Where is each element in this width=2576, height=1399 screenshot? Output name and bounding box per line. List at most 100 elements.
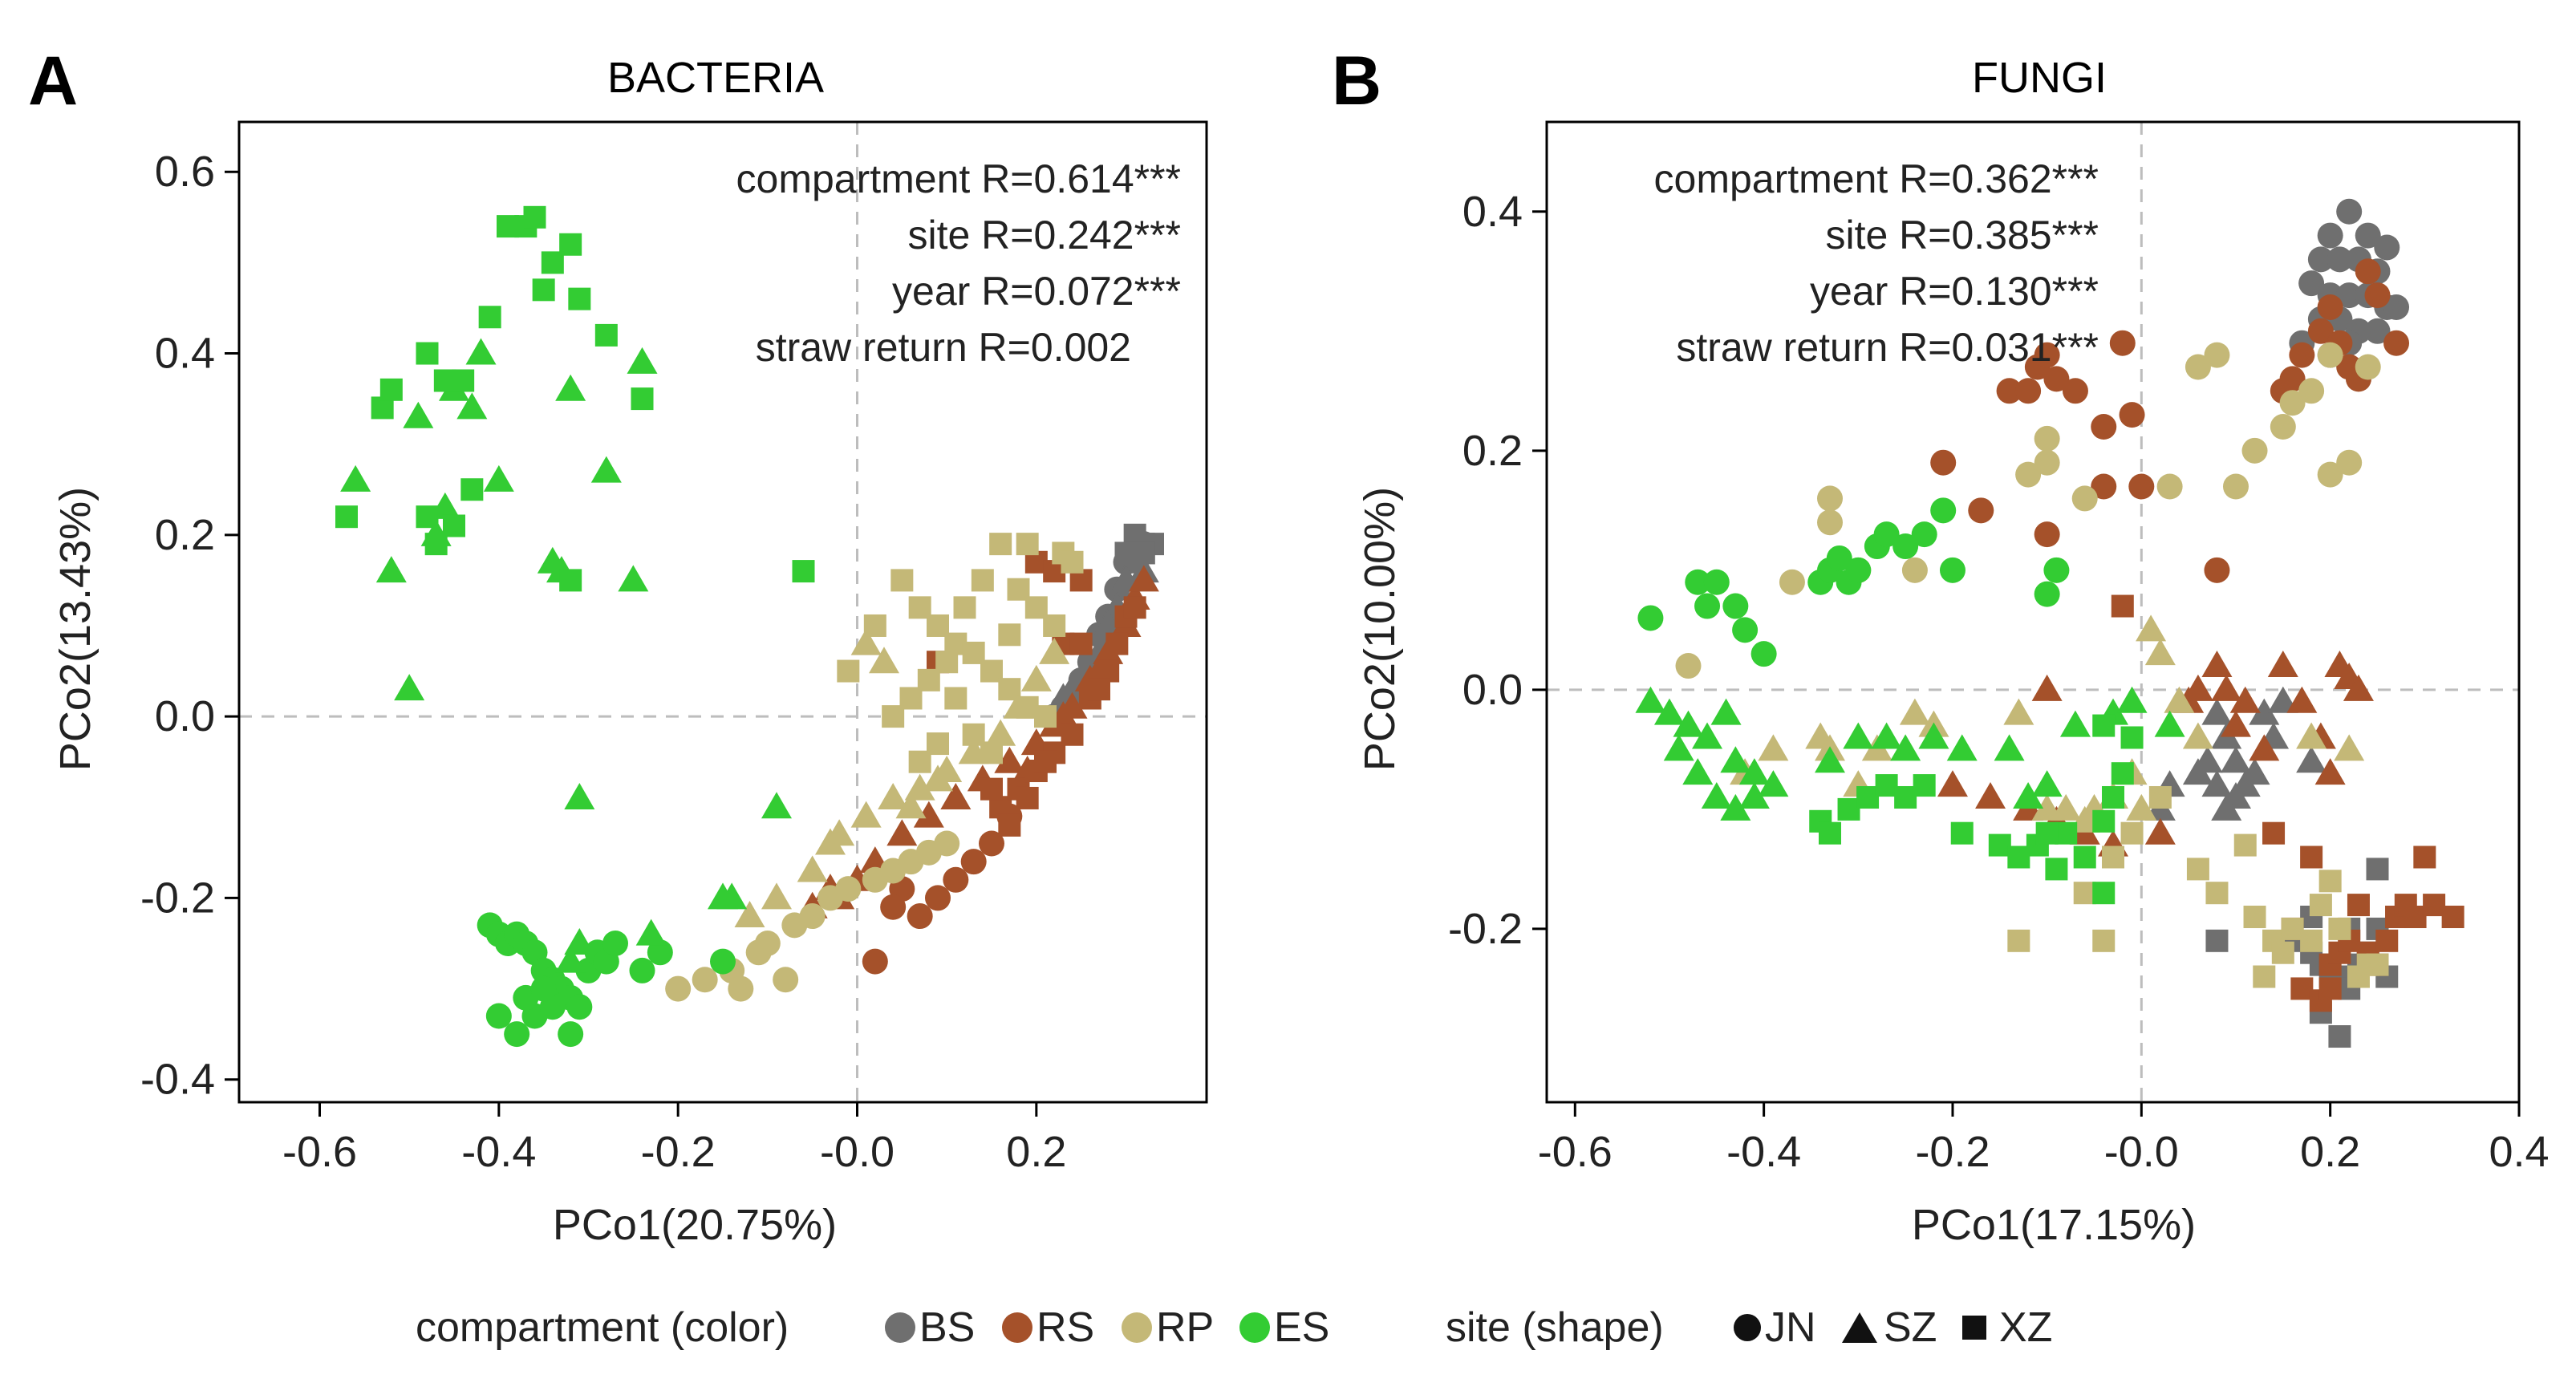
legend-site-title: site (shape): [1446, 1304, 1664, 1351]
data-point: [2055, 821, 2078, 845]
x-tick-label: 0.2: [1006, 1128, 1066, 1176]
data-point: [2148, 785, 2172, 809]
y-tick-label: 0.2: [1462, 427, 1523, 475]
data-point: [1034, 705, 1057, 728]
data-point: [2111, 762, 2134, 785]
data-point: [2281, 917, 2304, 940]
series-es-xz: [335, 205, 815, 592]
data-point: [2205, 929, 2229, 952]
data-point: [1701, 781, 1732, 809]
data-point: [335, 505, 358, 529]
data-point: [913, 801, 944, 828]
series-es-sz: [1635, 686, 2185, 821]
data-point: [460, 478, 484, 501]
data-point: [2007, 845, 2030, 869]
data-point: [1899, 698, 1930, 725]
data-point: [2045, 858, 2068, 881]
data-point: [2289, 342, 2315, 368]
data-point: [1685, 569, 1711, 595]
data-point: [2286, 686, 2318, 713]
data-point: [761, 882, 792, 910]
data-point: [2355, 354, 2381, 380]
data-point: [1937, 770, 1968, 797]
data-point: [631, 387, 654, 411]
bacteria-x-axis-label: PCo1(20.75%): [553, 1201, 837, 1249]
bacteria-axes: -0.6 -0.4 -0.2 -0.0 0.2 -0.4 -0.2 0.0 0.2 0.4 0.6: [140, 148, 1066, 1176]
data-point: [1750, 641, 1777, 667]
data-point: [1875, 774, 1898, 797]
data-point: [2317, 342, 2343, 368]
data-point: [1123, 596, 1146, 619]
x-tick-label: -0.2: [641, 1128, 716, 1176]
x-tick-label: -0.6: [1538, 1128, 1613, 1176]
data-point: [1016, 786, 1039, 809]
data-point: [594, 323, 618, 347]
fungi-plot-area: [1547, 122, 2519, 1102]
bacteria-year-stat: year R=0.072***: [892, 269, 1181, 314]
data-point: [1939, 557, 1965, 583]
data-point: [2220, 746, 2251, 773]
data-point: [2347, 894, 2370, 917]
x-tick-label: -0.6: [282, 1128, 357, 1176]
y-tick-label: -0.2: [140, 874, 215, 922]
data-point: [1043, 614, 1066, 637]
legend-label-bs: BS: [919, 1304, 975, 1351]
data-point: [2229, 686, 2261, 713]
data-point: [568, 287, 591, 310]
bacteria-plot-area: [239, 122, 1207, 1102]
data-point: [989, 533, 1012, 556]
fungi-title: FUNGI: [1972, 54, 2107, 102]
series-es-jn: [477, 912, 736, 1048]
fungi-plot-frame: [1545, 120, 2521, 1104]
data-point: [1016, 533, 1039, 556]
data-point: [2249, 734, 2280, 761]
data-point: [1843, 722, 1874, 749]
bacteria-compartment-stat: compartment R=0.614***: [736, 156, 1181, 201]
data-point: [2300, 845, 2323, 869]
data-point: [1034, 750, 1057, 773]
series-bs-xz: [1114, 523, 1164, 565]
y-tick-label: 0.0: [1462, 666, 1523, 714]
data-point: [1892, 533, 1919, 560]
data-point: [340, 464, 371, 492]
data-point: [2073, 845, 2096, 869]
data-point: [2279, 366, 2306, 392]
data-point: [2092, 714, 2116, 737]
y-tick-label: 0.6: [155, 148, 215, 196]
data-point: [2328, 1025, 2351, 1048]
data-point: [2102, 845, 2125, 869]
data-point: [943, 866, 969, 893]
fungi-straw-return-stat: straw return R=0.031***: [1676, 325, 2099, 370]
data-point: [2102, 785, 2125, 809]
data-point: [1845, 557, 1872, 583]
data-point: [1675, 653, 1702, 679]
data-point: [1779, 569, 1805, 595]
data-point: [555, 374, 586, 401]
data-point: [2375, 929, 2399, 952]
data-point: [2204, 342, 2230, 368]
data-point: [2091, 473, 2117, 500]
data-point: [908, 750, 931, 773]
data-point: [2239, 758, 2270, 785]
data-point: [2003, 698, 2034, 725]
data-point: [2120, 821, 2144, 845]
data-point: [2364, 318, 2391, 344]
data-point: [1901, 557, 1928, 583]
y-tick-label: 0.2: [155, 511, 215, 559]
bacteria-panel: A BACTERIA compartment R=0.614*** site R…: [28, 43, 1208, 1249]
data-point: [379, 378, 403, 401]
data-point: [710, 948, 736, 975]
data-point: [1694, 593, 1721, 619]
data-point: [940, 782, 972, 809]
data-point: [1720, 746, 1751, 773]
data-point: [590, 456, 622, 483]
legend-label-sz: SZ: [1884, 1304, 1937, 1351]
series-rp-xz: [2007, 785, 2389, 988]
data-point: [2111, 594, 2134, 618]
bacteria-title: BACTERIA: [607, 54, 824, 102]
data-point: [1946, 734, 1978, 761]
data-point: [2126, 793, 2157, 821]
data-point: [1968, 497, 1994, 524]
data-point: [1873, 521, 1900, 548]
data-point: [456, 392, 488, 420]
